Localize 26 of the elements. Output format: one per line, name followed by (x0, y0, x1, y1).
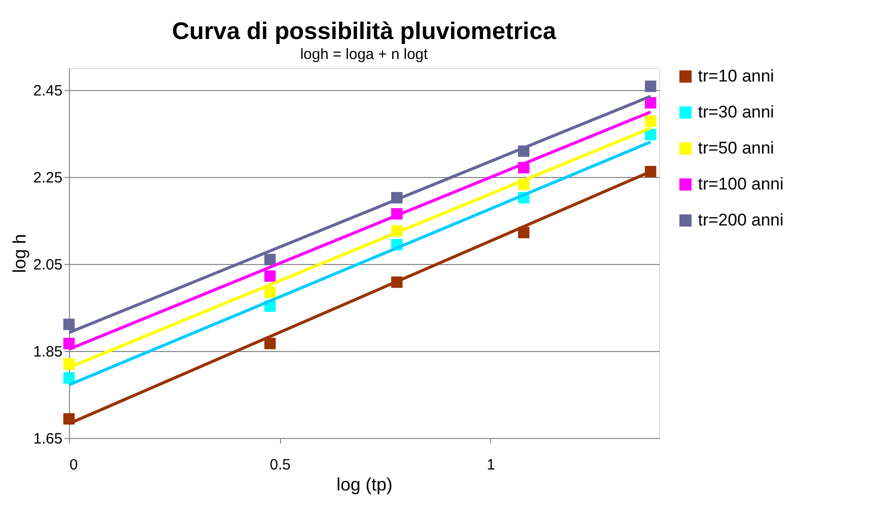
chart-title: Curva di possibilità pluviometrica (172, 18, 557, 45)
point (264, 286, 276, 298)
legend-label: tr=10 anni (698, 66, 774, 86)
y-tick-label: 2.25 (33, 169, 62, 186)
point (644, 97, 656, 109)
point (264, 270, 276, 282)
legend-label: tr=30 anni (698, 102, 774, 122)
point (644, 80, 656, 92)
y-tick-label: 2.05 (33, 256, 62, 274)
point (264, 254, 276, 266)
x-tick-label: 0.5 (270, 456, 291, 474)
x-tick-label: 1 (486, 456, 496, 474)
y-tick-label: 2.45 (33, 82, 62, 100)
point (63, 372, 75, 384)
point (644, 115, 656, 127)
legend-label: tr=100 anni (698, 174, 784, 194)
legend-label: tr=200 anni (698, 210, 784, 230)
point (63, 318, 75, 330)
legend-label: tr=50 anni (698, 138, 774, 158)
y-tick-label: 1.85 (33, 343, 62, 360)
point (644, 128, 656, 140)
y-tick-label: 1.65 (33, 430, 62, 448)
y-axis-title: log h (9, 234, 30, 274)
chart-subtitle: logh = loga + n logt (300, 46, 429, 63)
x-axis-title: log (tp) (336, 474, 393, 494)
x-tick-label: 0 (70, 456, 78, 474)
